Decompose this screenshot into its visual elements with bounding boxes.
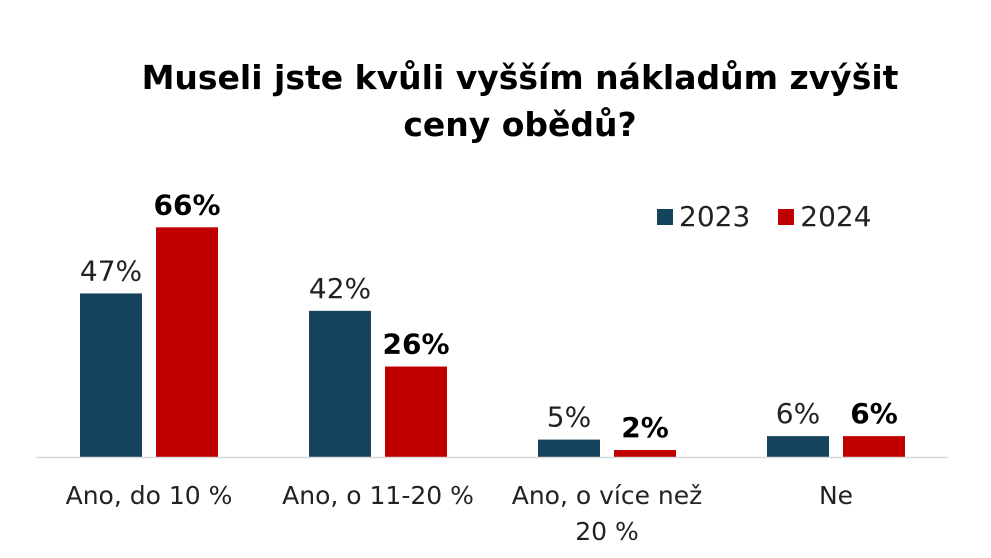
- category-label-3-line-1: Ano, o více než: [512, 481, 703, 510]
- legend-item-2023: 2023: [657, 200, 750, 233]
- legend-swatch-2024: [778, 208, 795, 225]
- bar-2023-4: [767, 436, 829, 457]
- bar-2023-3: [538, 439, 600, 457]
- bar-2024-4: [843, 436, 905, 457]
- value-label-2024-4: 6%: [850, 397, 898, 430]
- category-label-1: Ano, do 10 %: [66, 481, 233, 510]
- bar-2023-1: [80, 293, 142, 457]
- bar-2024-2: [385, 366, 447, 457]
- value-label-2023-3: 5%: [547, 401, 591, 434]
- category-label-3-line-2: 20 %: [575, 517, 639, 546]
- value-label-2024-1: 66%: [153, 188, 220, 221]
- category-label-4: Ne: [819, 481, 853, 510]
- legend-swatch-2023: [657, 208, 673, 225]
- value-label-2024-2: 26%: [382, 328, 449, 361]
- chart-title: Museli jste kvůli vyšším nákladům zvýšit…: [141, 58, 899, 144]
- bar-2024-3: [614, 450, 676, 457]
- value-label-2023-4: 6%: [776, 397, 820, 430]
- value-label-2023-2: 42%: [309, 272, 371, 305]
- category-label-2: Ano, o 11-20 %: [282, 481, 474, 510]
- value-label-2024-3: 2%: [621, 411, 669, 444]
- value-label-2023-1: 47%: [80, 254, 142, 287]
- bar-2024-1: [156, 227, 218, 457]
- legend-label-2024: 2024: [800, 200, 872, 233]
- legend: 2023 2024: [657, 200, 900, 233]
- legend-item-2024: 2024: [778, 200, 872, 233]
- bar-2023-2: [309, 310, 371, 457]
- legend-label-2023: 2023: [679, 200, 751, 233]
